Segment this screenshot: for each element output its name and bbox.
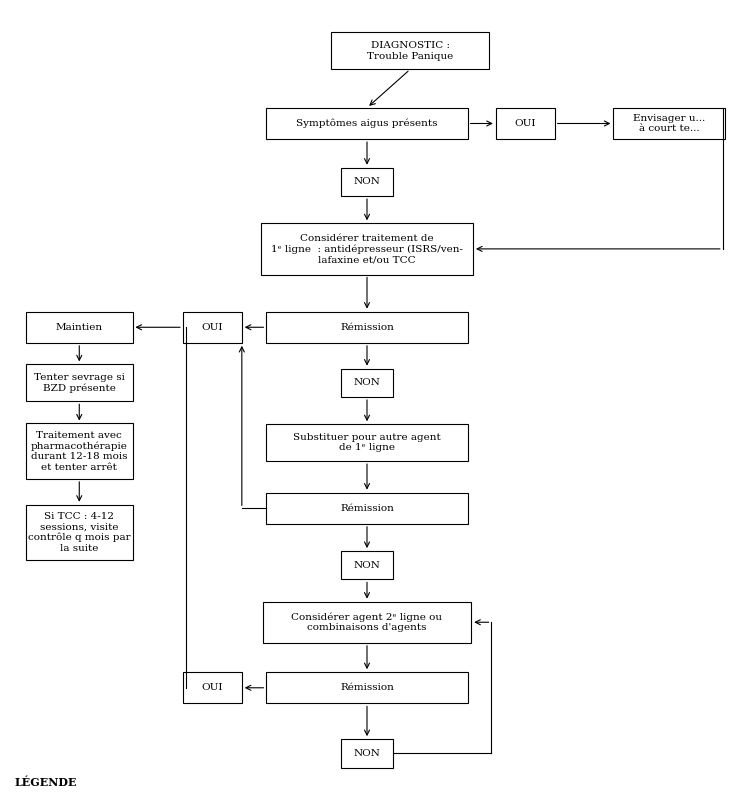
FancyBboxPatch shape bbox=[26, 424, 133, 479]
Text: Maintien: Maintien bbox=[56, 323, 103, 332]
FancyBboxPatch shape bbox=[266, 424, 468, 462]
FancyBboxPatch shape bbox=[183, 312, 241, 343]
FancyBboxPatch shape bbox=[266, 312, 468, 343]
FancyBboxPatch shape bbox=[26, 364, 133, 401]
Text: NON: NON bbox=[354, 749, 380, 758]
Text: Considérer traitement de
1ᵉ ligne  : antidépresseur (ISRS/ven-
lafaxine et/ou TC: Considérer traitement de 1ᵉ ligne : anti… bbox=[271, 234, 463, 264]
Text: Rémission: Rémission bbox=[340, 504, 394, 512]
FancyBboxPatch shape bbox=[331, 32, 490, 69]
Text: Symptômes aigus présents: Symptômes aigus présents bbox=[297, 119, 437, 128]
Text: NON: NON bbox=[354, 178, 380, 186]
Text: Si TCC : 4-12
sessions, visite
contrôle q mois par
la suite: Si TCC : 4-12 sessions, visite contrôle … bbox=[28, 512, 131, 553]
FancyBboxPatch shape bbox=[266, 492, 468, 524]
FancyBboxPatch shape bbox=[495, 108, 555, 139]
FancyBboxPatch shape bbox=[341, 739, 393, 767]
FancyBboxPatch shape bbox=[26, 504, 133, 560]
Text: Considérer agent 2ᵉ ligne ou
combinaisons d'agents: Considérer agent 2ᵉ ligne ou combinaison… bbox=[291, 613, 443, 632]
Text: DIAGNOSTIC :
Trouble Panique: DIAGNOSTIC : Trouble Panique bbox=[367, 41, 454, 61]
Text: Tenter sevrage si
BZD présente: Tenter sevrage si BZD présente bbox=[34, 373, 125, 393]
FancyBboxPatch shape bbox=[261, 224, 473, 274]
FancyBboxPatch shape bbox=[266, 108, 468, 139]
Text: Substituer pour autre agent
de 1ᵉ ligne: Substituer pour autre agent de 1ᵉ ligne bbox=[293, 433, 441, 453]
Text: LÉGENDE: LÉGENDE bbox=[15, 777, 77, 788]
FancyBboxPatch shape bbox=[341, 168, 393, 196]
Text: NON: NON bbox=[354, 561, 380, 570]
Text: OUI: OUI bbox=[515, 119, 536, 128]
FancyBboxPatch shape bbox=[341, 369, 393, 397]
Text: Envisager u...
à court te...: Envisager u... à court te... bbox=[633, 114, 705, 133]
Text: OUI: OUI bbox=[202, 684, 223, 692]
FancyBboxPatch shape bbox=[183, 672, 241, 704]
Text: Rémission: Rémission bbox=[340, 684, 394, 692]
Text: Traitement avec
pharmacothérapie
durant 12-18 mois
et tenter arrêt: Traitement avec pharmacothérapie durant … bbox=[31, 431, 128, 471]
Text: OUI: OUI bbox=[202, 323, 223, 332]
FancyBboxPatch shape bbox=[26, 312, 133, 343]
Text: NON: NON bbox=[354, 378, 380, 387]
FancyBboxPatch shape bbox=[614, 108, 725, 139]
Text: Rémission: Rémission bbox=[340, 323, 394, 332]
FancyBboxPatch shape bbox=[341, 551, 393, 579]
FancyBboxPatch shape bbox=[263, 601, 471, 643]
FancyBboxPatch shape bbox=[266, 672, 468, 704]
